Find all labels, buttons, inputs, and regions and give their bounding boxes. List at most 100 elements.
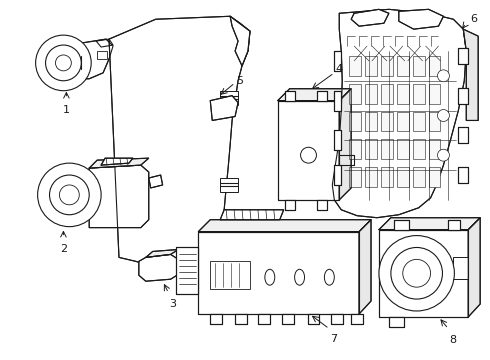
Polygon shape xyxy=(334,51,341,71)
Bar xyxy=(413,56,425,76)
Polygon shape xyxy=(308,314,319,324)
Circle shape xyxy=(36,35,91,91)
Bar xyxy=(365,56,377,76)
Circle shape xyxy=(300,147,317,163)
Polygon shape xyxy=(278,89,351,100)
Polygon shape xyxy=(109,16,250,271)
Polygon shape xyxy=(394,220,409,230)
Bar xyxy=(381,56,393,76)
Bar xyxy=(381,139,393,159)
Circle shape xyxy=(403,260,431,287)
Polygon shape xyxy=(458,127,468,143)
Polygon shape xyxy=(331,314,343,324)
Bar xyxy=(381,84,393,104)
Bar xyxy=(349,56,361,76)
Circle shape xyxy=(379,235,454,311)
Bar xyxy=(349,112,361,131)
Bar xyxy=(349,139,361,159)
Text: 4: 4 xyxy=(336,64,343,74)
Polygon shape xyxy=(318,200,327,210)
Polygon shape xyxy=(468,218,480,317)
Polygon shape xyxy=(198,231,359,314)
Polygon shape xyxy=(458,48,468,64)
Circle shape xyxy=(55,55,72,71)
Polygon shape xyxy=(101,158,133,165)
Bar xyxy=(453,257,468,279)
Polygon shape xyxy=(220,210,284,220)
Bar xyxy=(429,167,441,187)
Polygon shape xyxy=(458,167,468,183)
Polygon shape xyxy=(146,249,178,257)
Circle shape xyxy=(391,247,442,299)
Text: 5: 5 xyxy=(237,76,244,86)
Text: 7: 7 xyxy=(330,334,337,344)
Bar xyxy=(365,84,377,104)
Polygon shape xyxy=(235,314,247,324)
Polygon shape xyxy=(339,89,351,200)
Text: 1: 1 xyxy=(63,105,70,114)
Polygon shape xyxy=(389,317,404,327)
Polygon shape xyxy=(332,9,466,218)
Bar xyxy=(213,104,227,113)
Circle shape xyxy=(59,185,79,205)
Polygon shape xyxy=(175,247,198,294)
Polygon shape xyxy=(89,165,149,228)
Bar xyxy=(397,167,409,187)
Bar xyxy=(220,178,238,192)
Bar xyxy=(349,167,361,187)
Polygon shape xyxy=(379,230,468,317)
Polygon shape xyxy=(351,314,363,324)
Polygon shape xyxy=(282,314,294,324)
Circle shape xyxy=(46,45,81,81)
Ellipse shape xyxy=(324,269,334,285)
Bar xyxy=(397,139,409,159)
Circle shape xyxy=(438,70,449,82)
Polygon shape xyxy=(210,96,238,121)
Bar xyxy=(413,112,425,131)
Polygon shape xyxy=(198,220,371,231)
Bar xyxy=(220,91,238,105)
Bar xyxy=(365,139,377,159)
Polygon shape xyxy=(448,220,460,230)
Bar xyxy=(97,51,107,59)
Text: 8: 8 xyxy=(449,335,456,345)
Bar xyxy=(413,84,425,104)
Circle shape xyxy=(438,109,449,121)
Polygon shape xyxy=(334,130,341,150)
Polygon shape xyxy=(351,9,389,26)
Bar xyxy=(397,56,409,76)
Ellipse shape xyxy=(294,269,305,285)
Polygon shape xyxy=(464,29,478,121)
Bar xyxy=(413,139,425,159)
Bar xyxy=(349,84,361,104)
Polygon shape xyxy=(210,314,222,324)
Polygon shape xyxy=(458,88,468,104)
Bar xyxy=(413,167,425,187)
Bar xyxy=(381,112,393,131)
Bar xyxy=(365,167,377,187)
Circle shape xyxy=(438,149,449,161)
Circle shape xyxy=(49,175,89,215)
Bar xyxy=(210,261,250,289)
Bar xyxy=(381,167,393,187)
Polygon shape xyxy=(334,91,341,111)
Polygon shape xyxy=(230,16,250,66)
Polygon shape xyxy=(379,218,480,230)
Polygon shape xyxy=(139,255,178,281)
Bar xyxy=(397,112,409,131)
Polygon shape xyxy=(318,91,327,100)
Bar xyxy=(429,139,441,159)
Bar xyxy=(429,112,441,131)
Polygon shape xyxy=(81,39,113,79)
Polygon shape xyxy=(334,165,341,185)
Polygon shape xyxy=(285,91,294,100)
Ellipse shape xyxy=(265,269,275,285)
Text: 6: 6 xyxy=(470,14,477,24)
Bar xyxy=(429,56,441,76)
Polygon shape xyxy=(399,9,443,29)
Polygon shape xyxy=(278,100,339,200)
Polygon shape xyxy=(178,251,185,274)
Polygon shape xyxy=(258,314,270,324)
Bar xyxy=(429,84,441,104)
Polygon shape xyxy=(285,200,294,210)
